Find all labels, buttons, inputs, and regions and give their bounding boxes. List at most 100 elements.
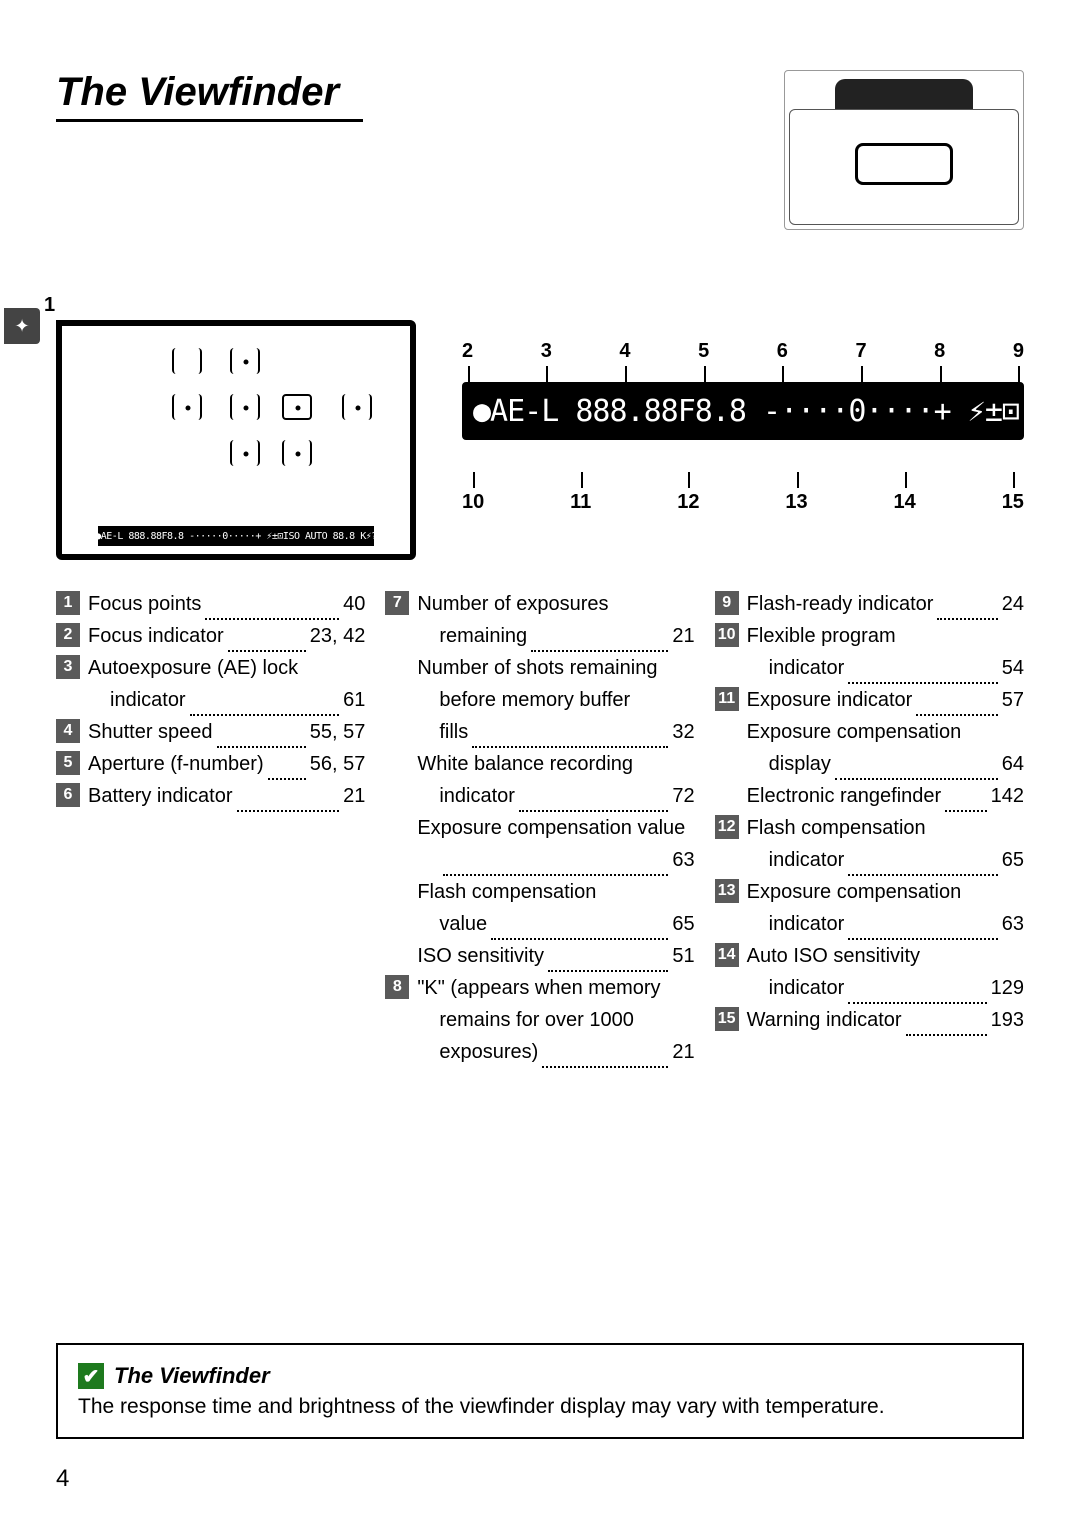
index-item: 2 Focus indicator 23, 42 xyxy=(56,620,365,652)
index-badge: 1 xyxy=(56,591,80,615)
index-page: 129 xyxy=(991,972,1024,1004)
index-label: display xyxy=(769,748,831,780)
callout-number: 5 xyxy=(698,340,709,363)
callout-number: 15 xyxy=(1002,491,1024,514)
check-icon: ✔ xyxy=(78,1363,104,1389)
index-item: 6 Battery indicator 21 xyxy=(56,780,365,812)
index-badge: 3 xyxy=(56,655,80,679)
diagram-row: 1 ●AE-L 888.88F8.8 -·····0·····+ ⚡±⊡ISO … xyxy=(56,320,1024,560)
callout-number: 7 xyxy=(855,340,866,363)
callout-number: 8 xyxy=(934,340,945,363)
index-page: 54 xyxy=(1002,652,1024,684)
index-badge: 2 xyxy=(56,623,80,647)
index-page: 142 xyxy=(991,780,1024,812)
index-column: 9Flash-ready indicator2410Flexible progr… xyxy=(715,588,1024,1068)
index-label: value xyxy=(439,908,487,940)
note-body: The response time and brightness of the … xyxy=(78,1395,1002,1419)
camera-thumbnail xyxy=(784,70,1024,230)
index-page: 193 xyxy=(991,1004,1024,1036)
callout-number: 9 xyxy=(1013,340,1024,363)
callout-number: 11 xyxy=(570,491,591,514)
index-item: 15 Warning indicator 193 xyxy=(715,1004,1024,1036)
index-page: 21 xyxy=(672,1036,694,1068)
index-label: Flash compensation xyxy=(747,812,926,844)
index-item: 9Flash-ready indicator24 xyxy=(715,588,1024,620)
index-badge: 13 xyxy=(715,879,739,903)
index-label: Flexible program xyxy=(747,620,896,652)
index-item: 13 Exposure compensationindicator 63 xyxy=(715,876,1024,940)
index-page: 51 xyxy=(672,940,694,972)
index-badge: 12 xyxy=(715,815,739,839)
callout-number: 3 xyxy=(541,340,552,363)
callout-number: 13 xyxy=(785,491,807,514)
index-item: 10Flexible programindicator54 xyxy=(715,620,1024,684)
viewfinder-full-diagram: 1 ●AE-L 888.88F8.8 -·····0·····+ ⚡±⊡ISO … xyxy=(56,320,416,560)
note-title-text: The Viewfinder xyxy=(114,1363,270,1389)
index-page: 23, 42 xyxy=(310,620,366,652)
title-row: The Viewfinder xyxy=(56,70,1024,230)
index-label: Electronic rangefinder xyxy=(747,780,942,812)
viewfinder-lcd-zoom: ●AE-L 888.88F8.8 -····0····+ ⚡±⊡ ISO AUT… xyxy=(462,382,1024,440)
index-item: 5Aperture (f-number)56, 57 xyxy=(56,748,365,780)
index-page: 32 xyxy=(672,716,694,748)
index-lists: 1Focus points402Focus indicator23, 423Au… xyxy=(56,588,1024,1068)
callout-number: 4 xyxy=(619,340,630,363)
index-item: 11Exposure indicator57Exposure compensat… xyxy=(715,684,1024,812)
index-badge: 6 xyxy=(56,783,80,807)
index-label: indicator xyxy=(439,780,515,812)
index-label: Flash compensation xyxy=(417,876,596,908)
callout-number: 12 xyxy=(677,491,699,514)
viewfinder-lcd-small: ●AE-L 888.88F8.8 -·····0·····+ ⚡±⊡ISO AU… xyxy=(98,526,374,546)
index-label: Flash-ready indicator xyxy=(747,588,934,620)
page-title: The Viewfinder xyxy=(56,70,363,122)
index-label: "K" (appears when memory xyxy=(417,972,660,1004)
index-item: 1Focus points40 xyxy=(56,588,365,620)
index-label: Battery indicator xyxy=(88,780,233,812)
note-box: ✔ The Viewfinder The response time and b… xyxy=(56,1343,1024,1439)
index-page: 57 xyxy=(1002,684,1024,716)
callout-number: 10 xyxy=(462,491,484,514)
index-label: Aperture (f-number) xyxy=(88,748,264,780)
callout-bottom-row: 10 11 12 13 14 15 xyxy=(462,491,1024,514)
index-label: indicator xyxy=(769,908,845,940)
index-page: 61 xyxy=(343,684,365,716)
index-page: 55, 57 xyxy=(310,716,366,748)
callout-number: 14 xyxy=(894,491,916,514)
index-label: Focus points xyxy=(88,588,201,620)
callout-number: 2 xyxy=(462,340,473,363)
index-label: exposures) xyxy=(439,1036,538,1068)
note-title: ✔ The Viewfinder xyxy=(78,1363,1002,1389)
index-page: 21 xyxy=(343,780,365,812)
index-page: 72 xyxy=(672,780,694,812)
page-number: 4 xyxy=(56,1465,69,1493)
index-label: indicator xyxy=(769,844,845,876)
section-tab-icon: ✦ xyxy=(4,308,40,344)
index-column: 1Focus points402Focus indicator23, 423Au… xyxy=(56,588,365,1068)
index-badge: 11 xyxy=(715,687,739,711)
callout-number: 6 xyxy=(777,340,788,363)
index-page: 64 xyxy=(1002,748,1024,780)
index-label: Focus indicator xyxy=(88,620,224,652)
index-item: 8"K" (appears when memoryremains for ove… xyxy=(385,972,694,1068)
index-label: White balance recording xyxy=(417,748,633,780)
index-page: 65 xyxy=(1002,844,1024,876)
index-label: Warning indicator xyxy=(747,1004,902,1036)
callout-top-row: 2 3 4 5 6 7 8 9 xyxy=(462,340,1024,363)
index-label: remains for over 1000 xyxy=(439,1004,634,1036)
index-page: 63 xyxy=(672,844,694,876)
index-label: Number of shots remaining xyxy=(417,652,657,684)
index-page: 24 xyxy=(1002,588,1024,620)
index-badge: 15 xyxy=(715,1007,739,1031)
index-badge: 7 xyxy=(385,591,409,615)
index-badge: 14 xyxy=(715,943,739,967)
index-item: 7Number of exposuresremaining21Number of… xyxy=(385,588,694,972)
index-page: 21 xyxy=(672,620,694,652)
index-page: 65 xyxy=(672,908,694,940)
index-page: 63 xyxy=(1002,908,1024,940)
index-badge: 10 xyxy=(715,623,739,647)
index-label: Autoexposure (AE) lock xyxy=(88,652,298,684)
index-label: Exposure compensation xyxy=(747,876,962,908)
index-label: fills xyxy=(439,716,468,748)
index-item: 4Shutter speed55, 57 xyxy=(56,716,365,748)
lcd-zoom-diagram: 2 3 4 5 6 7 8 9 ●AE-L 888.88F8.8 -····0····+ ⚡±… xyxy=(462,330,1024,560)
